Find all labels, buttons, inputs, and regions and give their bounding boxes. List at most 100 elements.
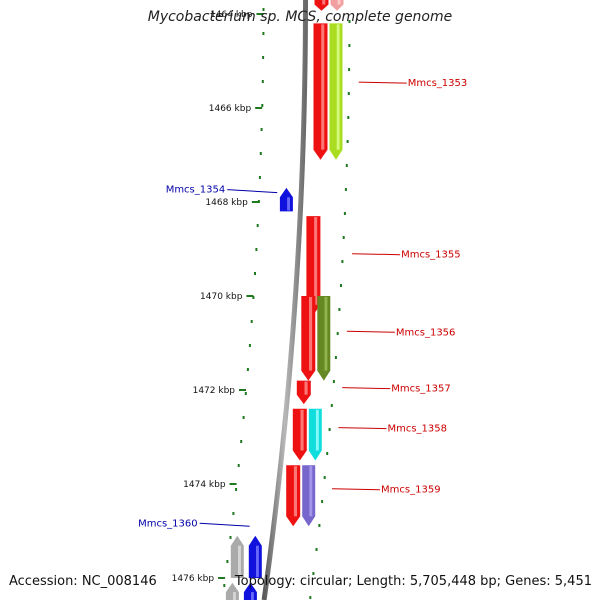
gene-label: Mmcs_1353 — [358, 78, 468, 89]
guide-dot — [348, 20, 351, 23]
guide-dot — [338, 308, 341, 311]
gene-arrow — [225, 582, 239, 600]
gene-arrow-body — [302, 465, 316, 527]
gene-arrow — [302, 465, 316, 527]
gene-label-text: Mmcs_1360 — [138, 518, 198, 529]
gene-label-leader — [227, 189, 278, 194]
gene-label-leader — [342, 387, 391, 390]
gene-label-text: Mmcs_1355 — [401, 250, 461, 261]
gene-arrow-body — [317, 296, 331, 381]
gene-arrow-highlight — [256, 545, 259, 577]
gene-label-text: Mmcs_1358 — [387, 424, 447, 435]
guide-dot — [232, 512, 235, 515]
ruler-tick-label: 1464 kbp — [210, 10, 253, 20]
gene-arrow — [308, 408, 322, 461]
ruler-ticks: 1464 kbp 1466 kbp 1468 kbp 1470 kbp 1472 kbp… — [172, 10, 264, 584]
gene-label-leader — [338, 427, 387, 430]
gene-arrow-highlight — [322, 0, 326, 5]
guide-dot — [257, 200, 260, 203]
guide-dot — [332, 380, 335, 383]
gene-arrow-body — [248, 535, 262, 578]
gene-label: Mmcs_1354 — [166, 185, 278, 196]
gene-arrow — [301, 296, 316, 381]
guide-dot — [348, 68, 351, 71]
guide-dot — [252, 296, 255, 299]
ruler-tick — [251, 201, 259, 203]
guide-dot — [321, 500, 324, 503]
gene-label: Mmcs_1360 — [138, 518, 250, 529]
guide-dot — [242, 416, 245, 419]
ruler-tick — [229, 483, 237, 485]
guide-dot — [344, 188, 347, 191]
gene-arrow — [243, 582, 257, 600]
gene-arrow-body — [313, 23, 328, 160]
gene-label-leader — [358, 81, 407, 84]
guide-dot — [347, 92, 350, 95]
guide-dot — [309, 596, 312, 599]
gene-arrow — [317, 296, 331, 381]
gene-arrow-body — [286, 465, 301, 527]
gene-arrow — [330, 0, 344, 11]
tick-dot-rows — [223, 8, 351, 599]
gene-arrow — [314, 0, 329, 11]
guide-dot — [229, 536, 232, 539]
gene-arrow-body — [308, 408, 322, 461]
gene-arrow-highlight — [287, 197, 290, 211]
gene-label: Mmcs_1357 — [342, 384, 451, 395]
guide-dot — [226, 560, 229, 563]
gene-arrow — [230, 535, 244, 578]
ruler-tick — [255, 107, 263, 109]
gene-label-leader — [352, 253, 401, 256]
guide-dot — [250, 320, 253, 323]
gene-arrow — [292, 408, 307, 461]
gene-arrow-highlight — [251, 592, 254, 600]
gene-arrow-highlight — [336, 24, 340, 150]
guide-dot — [346, 140, 349, 143]
guide-dot — [256, 224, 259, 227]
guide-dot — [246, 368, 249, 371]
gene-arrow-highlight — [309, 466, 313, 517]
guide-dot — [348, 44, 351, 47]
guide-dot — [235, 488, 238, 491]
gene-arrow-highlight — [309, 297, 313, 371]
guide-dot — [223, 584, 226, 587]
gene-arrow — [313, 23, 328, 160]
gene-arrow-body — [296, 380, 311, 405]
accession-text: Accession: NC_008146 — [9, 574, 157, 589]
gene-arrow-highlight — [293, 466, 297, 517]
guide-dot — [259, 152, 262, 155]
ruler-tick — [256, 13, 264, 15]
ruler-tick-label: 1468 kbp — [205, 198, 248, 208]
guide-dot — [342, 236, 345, 239]
gene-label: Mmcs_1355 — [352, 250, 461, 261]
gene-label: Mmcs_1356 — [346, 327, 455, 338]
gene-label-text: Mmcs_1357 — [391, 384, 451, 395]
gene-arrow-highlight — [238, 545, 241, 577]
gene-label-text: Mmcs_1353 — [408, 78, 468, 89]
guide-dot — [326, 452, 329, 455]
guide-dot — [261, 80, 264, 83]
guide-dot — [262, 8, 265, 11]
ruler-tick — [218, 577, 226, 579]
gene-arrow-body — [230, 535, 244, 578]
gene-arrow — [286, 465, 301, 527]
gene-label-text: Mmcs_1359 — [381, 485, 441, 496]
gene-arrow — [329, 23, 343, 160]
guide-dot — [258, 176, 261, 179]
gene-labels: Mmcs_1353 Mmcs_1354 Mmcs_1355 Mmcs_1356 Mmcs… — [138, 78, 467, 529]
genome-stats-text: Topology: circular; Length: 5,705,448 bp… — [234, 574, 592, 589]
guide-dot — [340, 284, 342, 287]
guide-dot — [248, 344, 251, 347]
gene-label: Mmcs_1359 — [332, 485, 441, 496]
gene-arrow-body — [301, 296, 316, 381]
gene-label-leader — [346, 330, 395, 333]
genome-backbone — [261, 0, 308, 600]
map-title: Mycobacterium sp. MCS, complete genome — [147, 9, 453, 25]
ruler-tick-label: 1476 kbp — [172, 574, 215, 584]
guide-dot — [244, 392, 247, 395]
guide-dot — [254, 272, 256, 275]
guide-dot — [341, 260, 344, 263]
gene-arrow — [296, 380, 311, 405]
gene-arrow-highlight — [315, 409, 319, 451]
